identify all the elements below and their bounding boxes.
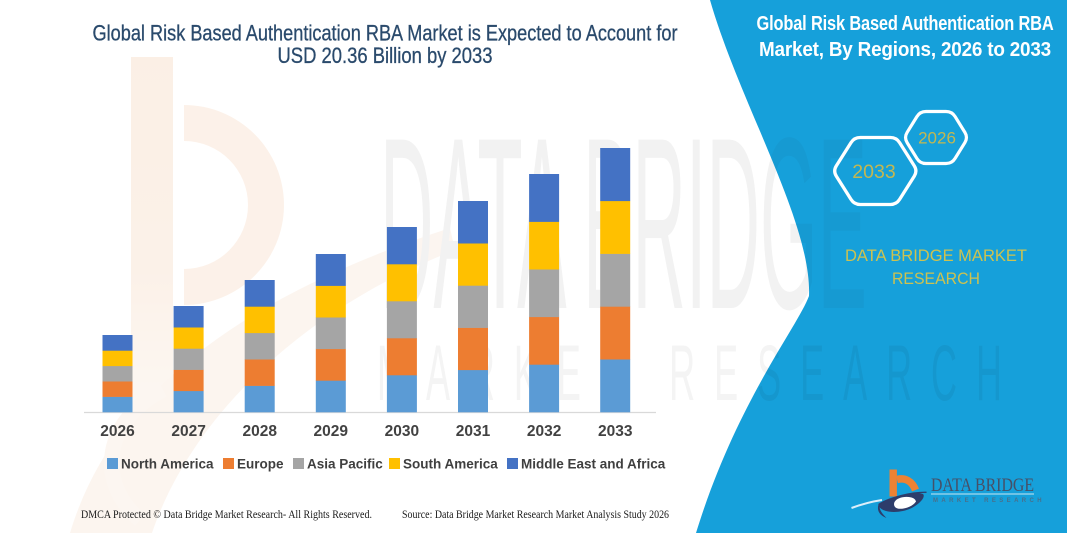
- svg-text:2028: 2028: [242, 423, 277, 440]
- svg-text:Europe: Europe: [237, 457, 284, 472]
- svg-text:2026: 2026: [918, 129, 956, 148]
- svg-text:2032: 2032: [527, 423, 561, 440]
- svg-text:RESEARCH: RESEARCH: [892, 269, 980, 288]
- svg-text:2033: 2033: [598, 423, 633, 440]
- svg-text:DATA BRIDGE MARKET: DATA BRIDGE MARKET: [845, 246, 1027, 265]
- svg-text:Source: Data Bridge Market Res: Source: Data Bridge Market Research Mark…: [402, 509, 669, 521]
- svg-text:DATA BRIDGE: DATA BRIDGE: [931, 475, 1034, 496]
- svg-text:2031: 2031: [456, 423, 491, 440]
- svg-text:2026: 2026: [100, 423, 135, 440]
- svg-text:Global Risk Based Authenticati: Global Risk Based Authentication RBA Mar…: [93, 21, 678, 46]
- svg-text:MARKET RESEARCH: MARKET RESEARCH: [933, 498, 1045, 504]
- svg-text:Middle East and Africa: Middle East and Africa: [521, 457, 666, 472]
- svg-text:Global Risk Based Authenticati: Global Risk Based Authentication RBA: [757, 13, 1054, 35]
- svg-text:2033: 2033: [852, 161, 895, 183]
- svg-text:2027: 2027: [171, 423, 205, 440]
- svg-text:Market, By Regions, 2026 to 20: Market, By Regions, 2026 to 2033: [759, 39, 1051, 61]
- svg-text:Asia Pacific: Asia Pacific: [307, 457, 383, 472]
- svg-text:DMCA Protected © Data Bridge M: DMCA Protected © Data Bridge Market Rese…: [81, 509, 372, 521]
- svg-text:2030: 2030: [385, 423, 419, 440]
- svg-text:USD 20.36 Billion by 2033: USD 20.36 Billion by 2033: [278, 43, 493, 68]
- svg-text:2029: 2029: [314, 423, 349, 440]
- svg-text:South America: South America: [403, 457, 498, 472]
- svg-text:North America: North America: [121, 457, 214, 472]
